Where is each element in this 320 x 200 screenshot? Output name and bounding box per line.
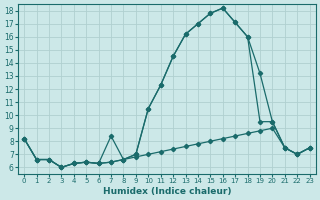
X-axis label: Humidex (Indice chaleur): Humidex (Indice chaleur) (103, 187, 231, 196)
